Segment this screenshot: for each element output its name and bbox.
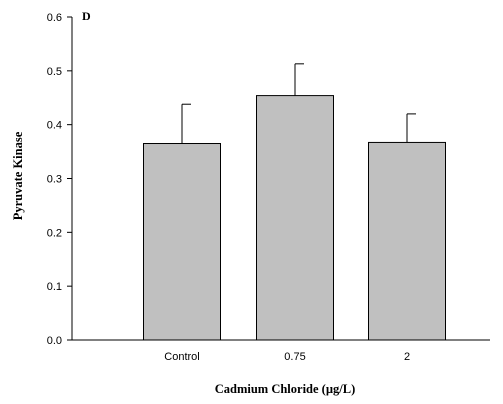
panel-label: D	[82, 9, 91, 23]
bar-0-75	[256, 95, 334, 341]
y-tick-label: 0.5	[47, 66, 62, 78]
x-axis: Control 0.75 2	[72, 339, 490, 363]
bar-control	[143, 143, 221, 341]
y-tick-label: 0.1	[47, 281, 62, 293]
x-axis-title: Cadmium Chloride (µg/L)	[215, 382, 356, 396]
y-tick-label: 0.3	[47, 174, 62, 186]
y-tick-label: 0.2	[47, 227, 62, 239]
x-tick-label: 2	[404, 351, 410, 363]
y-tick-label: 0.0	[47, 335, 62, 347]
y-axis-title: Pyruvate Kinase	[11, 131, 25, 220]
bars	[143, 95, 446, 341]
x-tick-label: Control	[164, 351, 199, 363]
y-axis: 0.0 0.1 0.2 0.3 0.4 0.5 0.6	[47, 12, 73, 347]
bar-2	[368, 141, 446, 341]
error-bars	[181, 63, 416, 144]
y-tick-label: 0.4	[47, 120, 62, 132]
y-tick-label: 0.6	[47, 12, 62, 24]
x-tick-label: 0.75	[284, 351, 305, 363]
